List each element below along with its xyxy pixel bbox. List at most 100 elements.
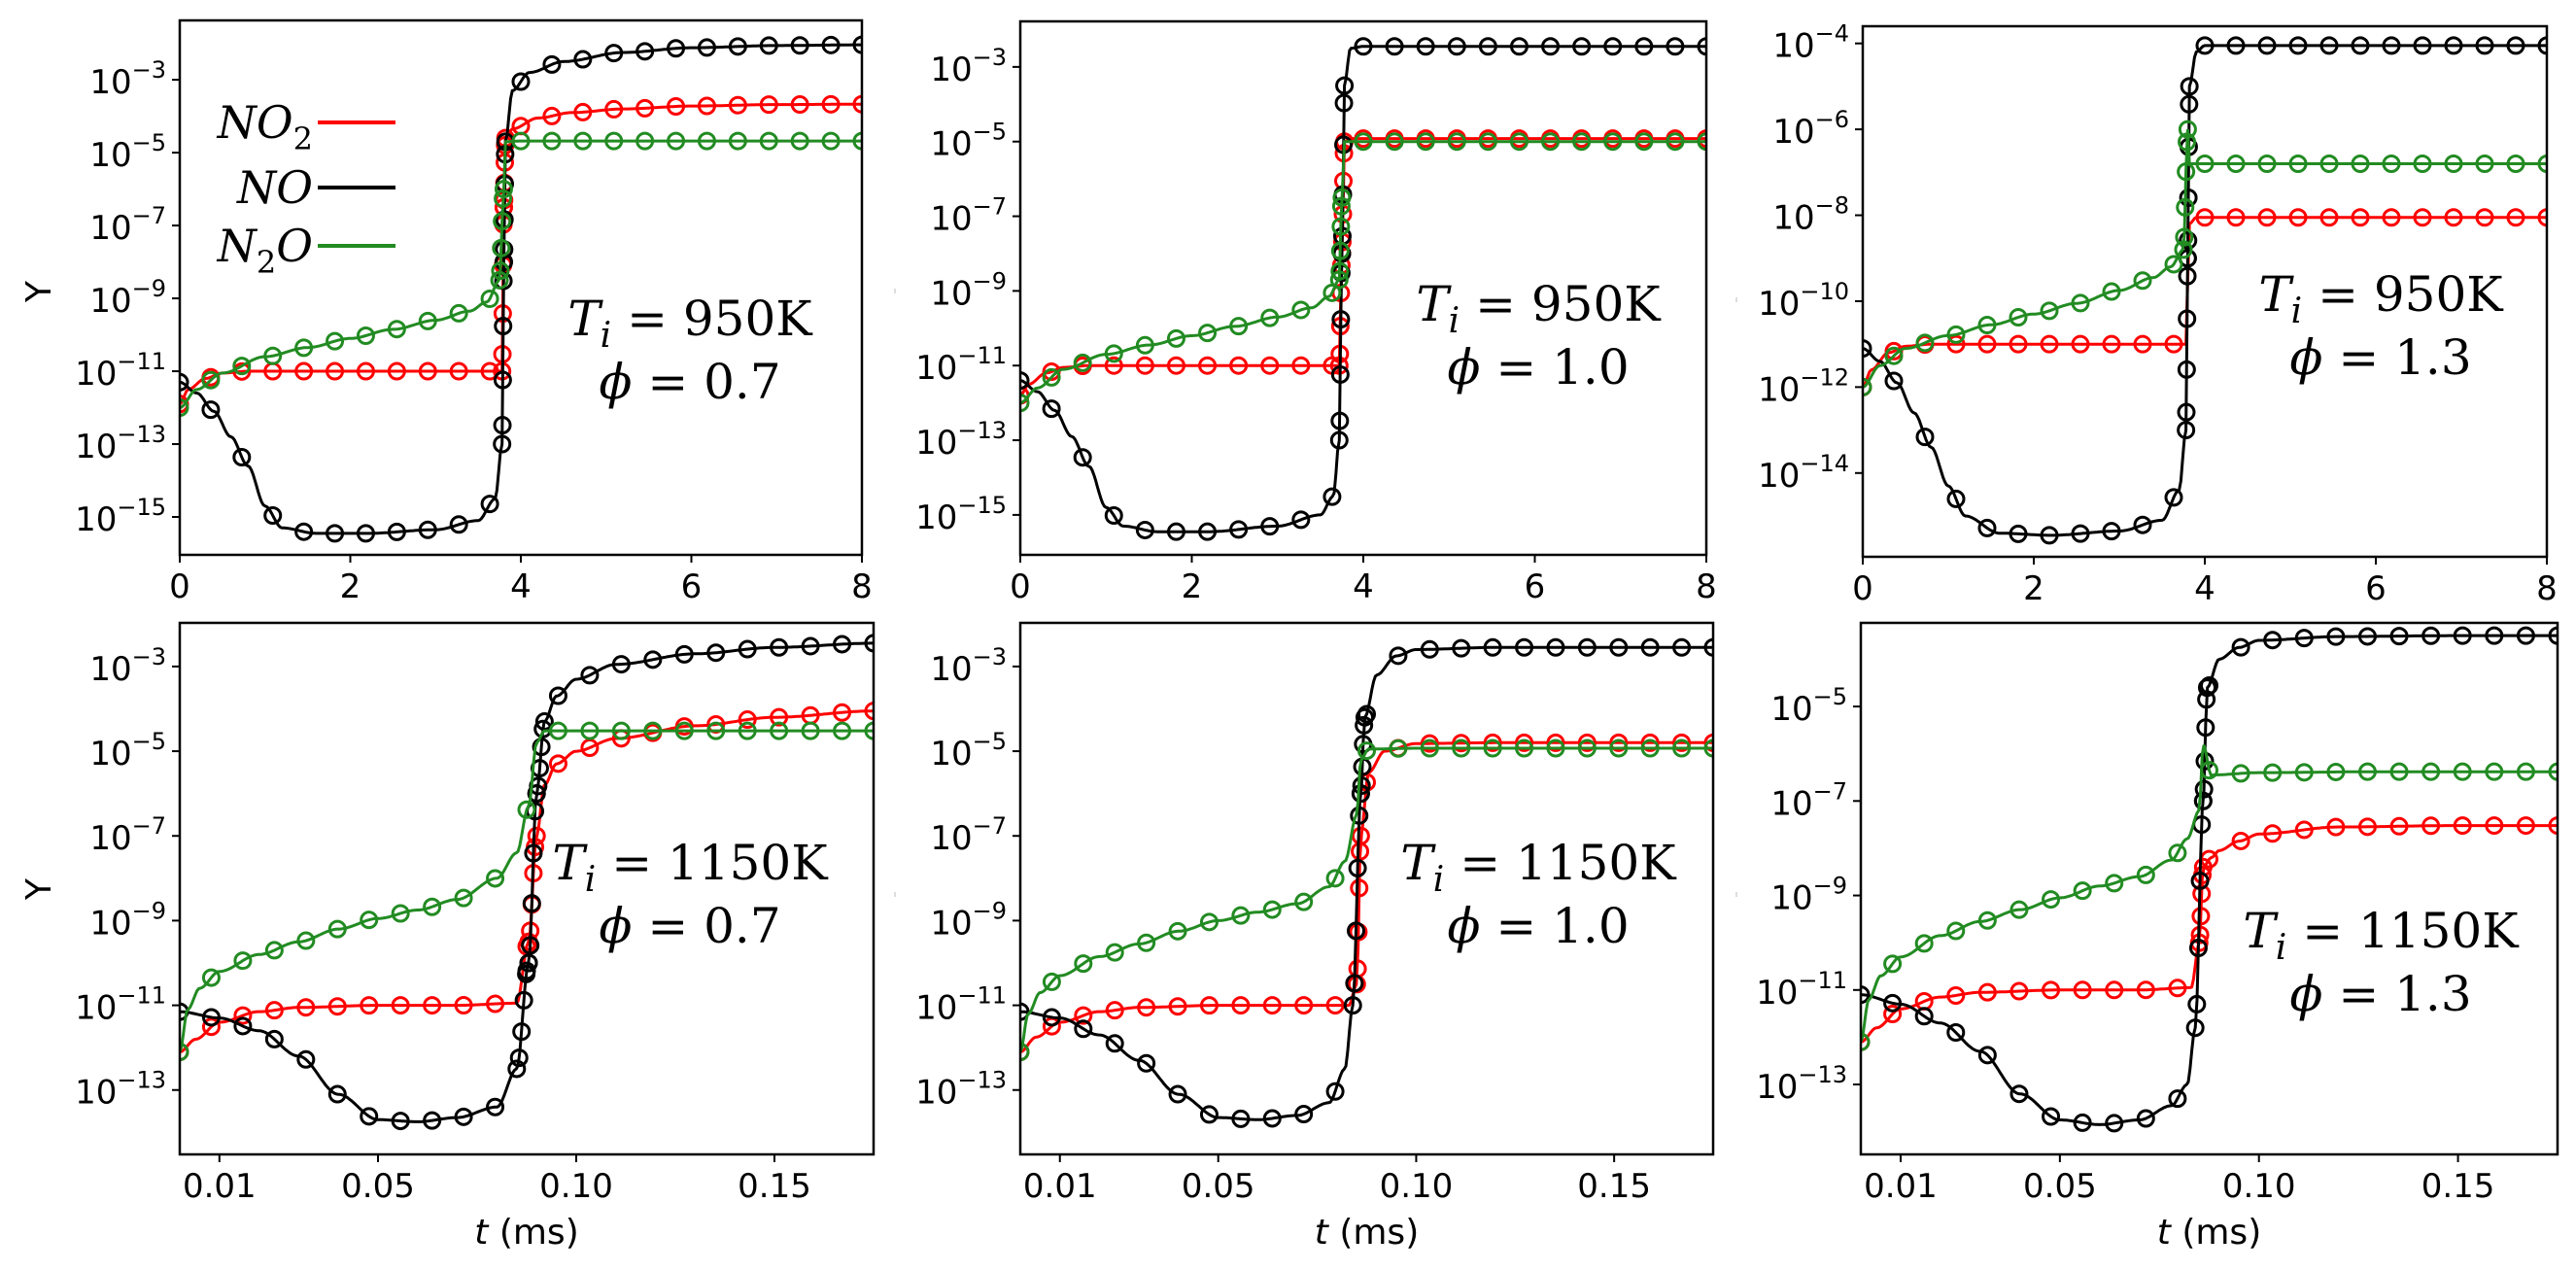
data-point-N2O <box>2136 865 2155 884</box>
data-point-NO <box>1343 996 1362 1015</box>
series-line-NO <box>1861 634 2558 1126</box>
data-point-NO <box>356 524 375 543</box>
y-tick-label: 10−4 <box>1772 20 1849 66</box>
data-point-NO <box>790 36 809 55</box>
annotation-temperature: Ti = 1150K <box>552 835 829 900</box>
data-point-NO2 <box>2263 824 2283 843</box>
data-point-N2O <box>2009 900 2029 919</box>
y-tick-label: 10−5 <box>930 728 1007 773</box>
data-point-NO <box>1609 637 1629 657</box>
data-point-NO <box>1020 371 1030 391</box>
legend-item-N2O: N2O <box>217 220 395 281</box>
data-point-NO <box>2294 629 2314 648</box>
data-point-NO <box>2188 939 2208 958</box>
data-point-N2O <box>201 370 221 390</box>
data-point-NO <box>2071 524 2090 543</box>
plot-area <box>1861 626 2558 1133</box>
data-point-NO <box>1483 637 1502 657</box>
data-point-NO <box>2136 1109 2155 1128</box>
panel-bottom-left: 10−3 10−5 10−7 10−9 10−11 10−13 0.01 0.05 0.10 0.… <box>75 621 876 1253</box>
data-point-NO <box>697 38 716 57</box>
data-point-N2O <box>1609 739 1629 758</box>
series-line-N2O <box>180 139 862 409</box>
data-point-NO2 <box>418 361 437 381</box>
data-point-NO2 <box>2073 980 2092 1000</box>
data-point-N2O <box>2042 890 2061 910</box>
data-point-NO2 <box>790 95 809 115</box>
data-point-N2O <box>1389 739 1408 758</box>
data-point-NO2 <box>2257 208 2277 227</box>
data-point-NO <box>494 317 513 336</box>
x-tick-label: 0 <box>1852 569 1873 608</box>
data-point-N2O <box>759 131 778 151</box>
data-point-NO <box>233 1016 253 1036</box>
data-point-NO2 <box>2071 334 2090 354</box>
data-point-N2O <box>635 131 655 151</box>
data-point-NO <box>493 434 512 454</box>
data-point-NO <box>201 400 221 420</box>
data-point-N2O <box>2453 762 2472 781</box>
data-point-NO <box>454 1107 473 1126</box>
y-axis-label-top: Y <box>19 280 59 303</box>
data-point-NO2 <box>2294 820 2314 840</box>
y-tick-label: 10−3 <box>89 56 166 102</box>
data-point-NO2 <box>2168 979 2187 998</box>
data-point-NO2 <box>423 996 442 1015</box>
data-point-NO2 <box>296 998 316 1017</box>
data-point-N2O <box>2548 762 2558 781</box>
y-tick-label: 10−15 <box>915 492 1007 537</box>
data-point-NO2 <box>264 1001 284 1020</box>
data-point-N2O <box>1703 739 1713 758</box>
x-tick-label: 4 <box>2194 569 2215 608</box>
data-point-N2O <box>706 721 726 740</box>
data-point-NO <box>1135 520 1154 539</box>
x-tick-label: 4 <box>1353 567 1374 606</box>
data-point-NO <box>1345 974 1364 993</box>
x-tick-label: 8 <box>2536 569 2558 608</box>
y-tick-label: 10−3 <box>930 643 1007 689</box>
series-line-N2O <box>180 729 874 1052</box>
data-point-N2O <box>491 261 510 281</box>
y-tick-label: 10−6 <box>1772 106 1849 152</box>
data-point-N2O <box>2174 240 2193 259</box>
data-point-NO <box>2133 515 2152 534</box>
data-point-NO2 <box>2191 907 2211 926</box>
data-point-NO <box>521 936 540 955</box>
data-point-NO2 <box>2164 334 2183 354</box>
data-point-N2O <box>454 888 473 908</box>
data-point-NO <box>524 843 543 863</box>
data-point-NO <box>1137 1053 1156 1073</box>
data-point-NO <box>1325 1082 1345 1101</box>
data-point-N2O <box>1447 132 1466 152</box>
data-point-NO <box>1915 428 1935 447</box>
data-point-NO <box>2178 309 2197 328</box>
data-point-N2O <box>2177 162 2196 182</box>
data-point-N2O <box>1104 344 1123 363</box>
data-point-N2O <box>1166 328 1185 348</box>
data-point-NO2 <box>1135 356 1154 375</box>
data-point-NO <box>326 524 345 543</box>
data-point-NO2 <box>2421 816 2441 836</box>
data-point-NO2 <box>2195 208 2215 227</box>
data-point-NO <box>801 636 820 656</box>
data-point-NO <box>2102 522 2121 541</box>
data-point-N2O <box>2294 763 2314 782</box>
data-point-NO2 <box>667 96 686 116</box>
x-tick-label: 6 <box>1525 567 1546 606</box>
data-point-NO <box>1416 37 1435 56</box>
legend-item-NO: NO <box>236 161 395 214</box>
data-point-N2O <box>770 721 789 740</box>
data-point-NO <box>201 1008 221 1027</box>
data-point-N2O <box>1020 394 1030 413</box>
data-point-N2O <box>1231 906 1251 925</box>
data-point-NO <box>512 1022 532 1042</box>
y-tick-label: 10−11 <box>1756 967 1847 1013</box>
data-point-N2O <box>542 131 562 151</box>
data-point-N2O <box>1137 933 1156 952</box>
data-point-N2O <box>2326 762 2346 781</box>
series-N2O <box>180 721 874 1062</box>
data-point-NO <box>1572 37 1592 56</box>
data-point-NO2 <box>233 1006 253 1025</box>
data-point-NO <box>635 42 655 61</box>
